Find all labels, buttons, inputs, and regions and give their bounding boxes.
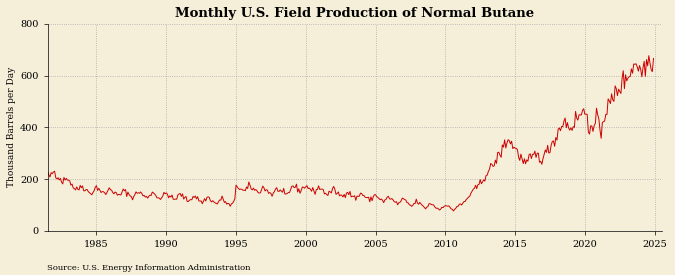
Y-axis label: Thousand Barrels per Day: Thousand Barrels per Day <box>7 67 16 188</box>
Text: Source: U.S. Energy Information Administration: Source: U.S. Energy Information Administ… <box>47 264 250 272</box>
Title: Monthly U.S. Field Production of Normal Butane: Monthly U.S. Field Production of Normal … <box>175 7 534 20</box>
